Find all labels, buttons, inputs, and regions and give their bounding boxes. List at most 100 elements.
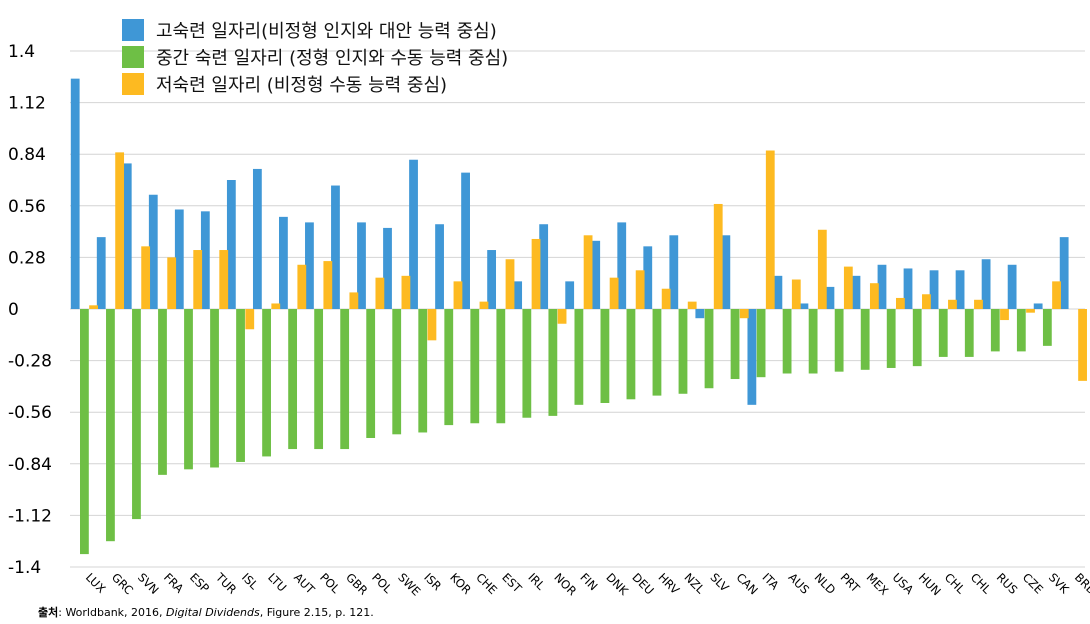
bar-high-skill (773, 275, 783, 309)
x-tick-label: SVN (135, 570, 162, 597)
bar-high-skill (565, 281, 575, 309)
bar-middle-skill (496, 309, 506, 424)
bar-high-skill (70, 78, 80, 309)
bar-middle-skill (236, 309, 245, 462)
bar-middle-skill (184, 309, 193, 470)
bar-middle-skill (964, 309, 974, 357)
bar-low-skill (167, 257, 177, 309)
bar-high-skill (617, 222, 627, 309)
bar-low-skill (765, 150, 775, 309)
bar-low-skill (948, 299, 957, 309)
y-tick-label: 0.84 (8, 145, 46, 165)
bar-low-skill (661, 288, 671, 309)
bar-middle-skill (678, 309, 688, 394)
bar-middle-skill (522, 309, 532, 418)
bar-middle-skill (470, 309, 480, 424)
bar-low-skill (115, 152, 125, 309)
bar-low-skill (531, 238, 541, 309)
x-tick-label: MEX (864, 570, 892, 598)
x-tick-label: CAN (734, 570, 761, 597)
bar-high-skill (383, 227, 392, 309)
x-tick-label: SVK (1046, 570, 1072, 596)
bar-high-skill (357, 222, 366, 309)
source-title: Digital Dividends (166, 606, 260, 619)
bar-low-skill (1000, 309, 1009, 321)
x-tick-label: CHL (968, 570, 995, 597)
bar-middle-skill (782, 309, 792, 374)
y-tick-label: 1.4 (8, 42, 35, 62)
bar-low-skill (974, 299, 983, 309)
x-tick-label: SLV (708, 570, 732, 594)
y-axis-tick-labels: 1.4 1.12 0.84 0.56 0.28 0 -0.28 -0.56 -0.84 -1.12… (8, 42, 52, 578)
bar-low-skill (297, 264, 307, 309)
y-tick-label: 0.28 (8, 248, 46, 268)
bar-middle-skill (314, 309, 324, 450)
x-tick-label: ITA (760, 570, 782, 592)
x-tick-label: TUR (212, 570, 239, 597)
bar-high-skill (409, 159, 418, 309)
bar-high-skill (461, 172, 470, 309)
x-tick-label: POL (369, 570, 395, 596)
bar-low-skill (89, 305, 98, 309)
bar-low-skill (557, 309, 567, 324)
bar-high-skill (591, 240, 601, 309)
bar-middle-skill (990, 309, 1000, 352)
bar-low-skill (791, 279, 801, 309)
bar-low-skill (193, 250, 203, 309)
legend: 고숙련 일자리(비정형 인지와 대안 능력 중심) 중간 숙련 일자리 (정형 … (122, 16, 508, 97)
x-tick-label: NLD (812, 570, 839, 597)
legend-item-middle-skill[interactable]: 중간 숙련 일자리 (정형 인지와 수동 능력 중심) (122, 43, 508, 70)
bar-low-skill (141, 246, 151, 309)
x-tick-label: GRC (109, 570, 136, 597)
y-tick-label: -0.56 (8, 403, 52, 423)
bar-high-skill (279, 216, 288, 309)
bar-middle-skill (1042, 309, 1052, 346)
x-tick-label: HRV (655, 570, 682, 597)
legend-label-low-skill: 저숙련 일자리 (비정형 수동 능력 중심) (156, 74, 448, 96)
bar-low-skill (245, 309, 255, 330)
legend-item-high-skill[interactable]: 고숙련 일자리(비정형 인지와 대안 능력 중심) (122, 16, 508, 43)
x-tick-label: IRL (525, 570, 548, 593)
bar-high-skill (148, 194, 158, 309)
x-tick-label: LUX (83, 570, 109, 596)
bar-low-skill (843, 266, 853, 309)
bar-middle-skill (418, 309, 428, 433)
bar-middle-skill (730, 309, 740, 380)
x-tick-label: USA (890, 570, 917, 597)
bar-high-skill (981, 259, 991, 309)
bar-middle-skill (1016, 309, 1026, 352)
bar-middle-skill (808, 309, 818, 374)
bar-low-skill (349, 292, 359, 309)
legend-item-low-skill[interactable]: 저숙련 일자리 (비정형 수동 능력 중심) (122, 70, 508, 97)
bar-middle-skill (912, 309, 922, 367)
bar-middle-skill (444, 309, 454, 426)
bar-low-skill (1078, 309, 1087, 381)
bar-high-skill (929, 270, 939, 309)
bar-middle-skill (262, 309, 271, 457)
x-tick-label: AUT (291, 570, 318, 597)
bar-high-skill (851, 275, 861, 309)
x-tick-label: ISL (239, 570, 261, 592)
x-tick-label: CHL (942, 570, 969, 597)
bar-low-skill (505, 259, 515, 309)
y-tick-label: 0.56 (8, 197, 46, 217)
bar-low-skill (869, 283, 879, 309)
bar-middle-skill (158, 309, 167, 475)
y-tick-label: -0.84 (8, 455, 52, 475)
bar-low-skill (713, 203, 723, 309)
bar-middle-skill (886, 309, 896, 368)
legend-label-high-skill: 고숙련 일자리(비정형 인지와 대안 능력 중심) (156, 20, 497, 42)
bar-low-skill (453, 281, 463, 309)
bar-high-skill (331, 185, 340, 309)
x-tick-label: CZE (1020, 570, 1046, 596)
bar-middle-skill (626, 309, 636, 400)
bars (70, 78, 1087, 555)
bar-low-skill (323, 261, 333, 309)
bar-low-skill (739, 309, 749, 319)
y-tick-label: 1.12 (8, 94, 46, 114)
source-text-post: , Figure 2.15, p. 121. (259, 606, 374, 619)
bar-middle-skill (574, 309, 584, 405)
x-tick-label: FRA (161, 570, 187, 596)
